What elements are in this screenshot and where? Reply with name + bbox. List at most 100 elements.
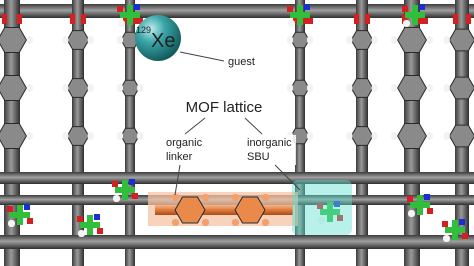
benzene-ring — [120, 79, 140, 97]
linker-hydrogen — [262, 194, 269, 201]
node-blue — [424, 194, 430, 200]
node-blue — [419, 4, 425, 10]
node-green — [452, 220, 458, 240]
label-bg — [244, 135, 296, 165]
hydrogen — [391, 84, 398, 92]
hydrogen — [346, 36, 353, 44]
organic-label: organic — [166, 137, 203, 149]
hydrogen — [62, 132, 69, 140]
node-red — [112, 181, 118, 187]
hydrogen — [371, 36, 378, 44]
oxygen — [354, 14, 359, 24]
benzene-ring — [350, 30, 374, 50]
node-white — [78, 230, 85, 237]
benzene-ring — [0, 123, 27, 149]
node-red — [402, 6, 408, 12]
hydrogen — [307, 36, 313, 44]
node-green — [87, 215, 93, 235]
label-bg — [162, 135, 208, 165]
linker-hydrogen — [202, 219, 209, 226]
linker-hydrogen — [172, 219, 179, 226]
oxygen — [293, 14, 298, 24]
node-red — [462, 233, 468, 239]
oxygen — [302, 14, 307, 24]
node-blue — [94, 214, 100, 220]
node-red — [337, 215, 343, 221]
benzene-ring — [397, 123, 427, 149]
hydrogen — [117, 84, 123, 92]
xenon-atom — [135, 15, 181, 61]
benzene-ring — [397, 27, 427, 53]
benzene-ring — [397, 75, 427, 101]
oxygen — [402, 14, 407, 24]
hydrogen — [26, 36, 33, 44]
hydrogen — [62, 36, 69, 44]
hydrogen — [426, 36, 433, 44]
hydrogen — [346, 84, 353, 92]
node-green — [417, 195, 423, 215]
hydrogen — [26, 132, 33, 140]
node-red — [317, 203, 323, 209]
node-green — [17, 205, 23, 225]
hydrogen — [307, 84, 313, 92]
node-blue — [334, 201, 340, 207]
benzene-ring — [0, 75, 27, 101]
hydrogen — [87, 36, 94, 44]
node-white — [288, 20, 295, 27]
hydrogen — [287, 84, 293, 92]
oxygen — [365, 14, 370, 24]
node-white — [8, 220, 15, 227]
hydrogen — [426, 84, 433, 92]
linker-hydrogen — [262, 219, 269, 226]
oxygen — [17, 14, 22, 24]
hydrogen — [391, 132, 398, 140]
node-red — [287, 6, 293, 12]
node-red — [132, 193, 138, 199]
linker-hydrogen — [202, 194, 209, 201]
hydrogen — [443, 132, 450, 140]
node-red — [7, 206, 13, 212]
node-white — [403, 20, 410, 27]
benzene-ring — [120, 127, 140, 145]
hydrogen — [137, 132, 143, 140]
node-blue — [24, 204, 30, 210]
benzene-ring — [0, 27, 27, 53]
inorganic-label: SBU — [247, 151, 270, 163]
oxygen — [453, 14, 458, 24]
hydrogen — [62, 84, 69, 92]
hydrogen — [137, 84, 143, 92]
linker-hydrogen — [232, 194, 239, 201]
node-blue — [134, 4, 140, 10]
node-red — [97, 228, 103, 234]
node-white — [118, 20, 125, 27]
node-red — [422, 18, 428, 24]
hydrogen — [391, 36, 398, 44]
hydrogen — [287, 36, 293, 44]
linker-hydrogen — [172, 194, 179, 201]
benzene-ring — [290, 79, 310, 97]
organic-label: linker — [166, 151, 193, 163]
benzene-ring — [350, 126, 374, 146]
node-white — [113, 195, 120, 202]
linker-ring — [174, 196, 206, 224]
node-red — [427, 208, 433, 214]
hydrogen — [371, 84, 378, 92]
hydrogen — [443, 84, 450, 92]
leader — [184, 117, 206, 135]
benzene-ring — [350, 78, 374, 98]
guest-label: guest — [228, 56, 255, 68]
hydrogen — [117, 36, 123, 44]
node-green — [122, 180, 128, 200]
hydrogen — [87, 132, 94, 140]
hydrogen — [87, 84, 94, 92]
oxygen — [417, 14, 422, 24]
hydrogen — [371, 132, 378, 140]
linker-ring — [234, 196, 266, 224]
node-white — [408, 210, 415, 217]
linker-rod — [155, 205, 293, 215]
node-red — [77, 216, 83, 222]
node-red — [407, 196, 413, 202]
